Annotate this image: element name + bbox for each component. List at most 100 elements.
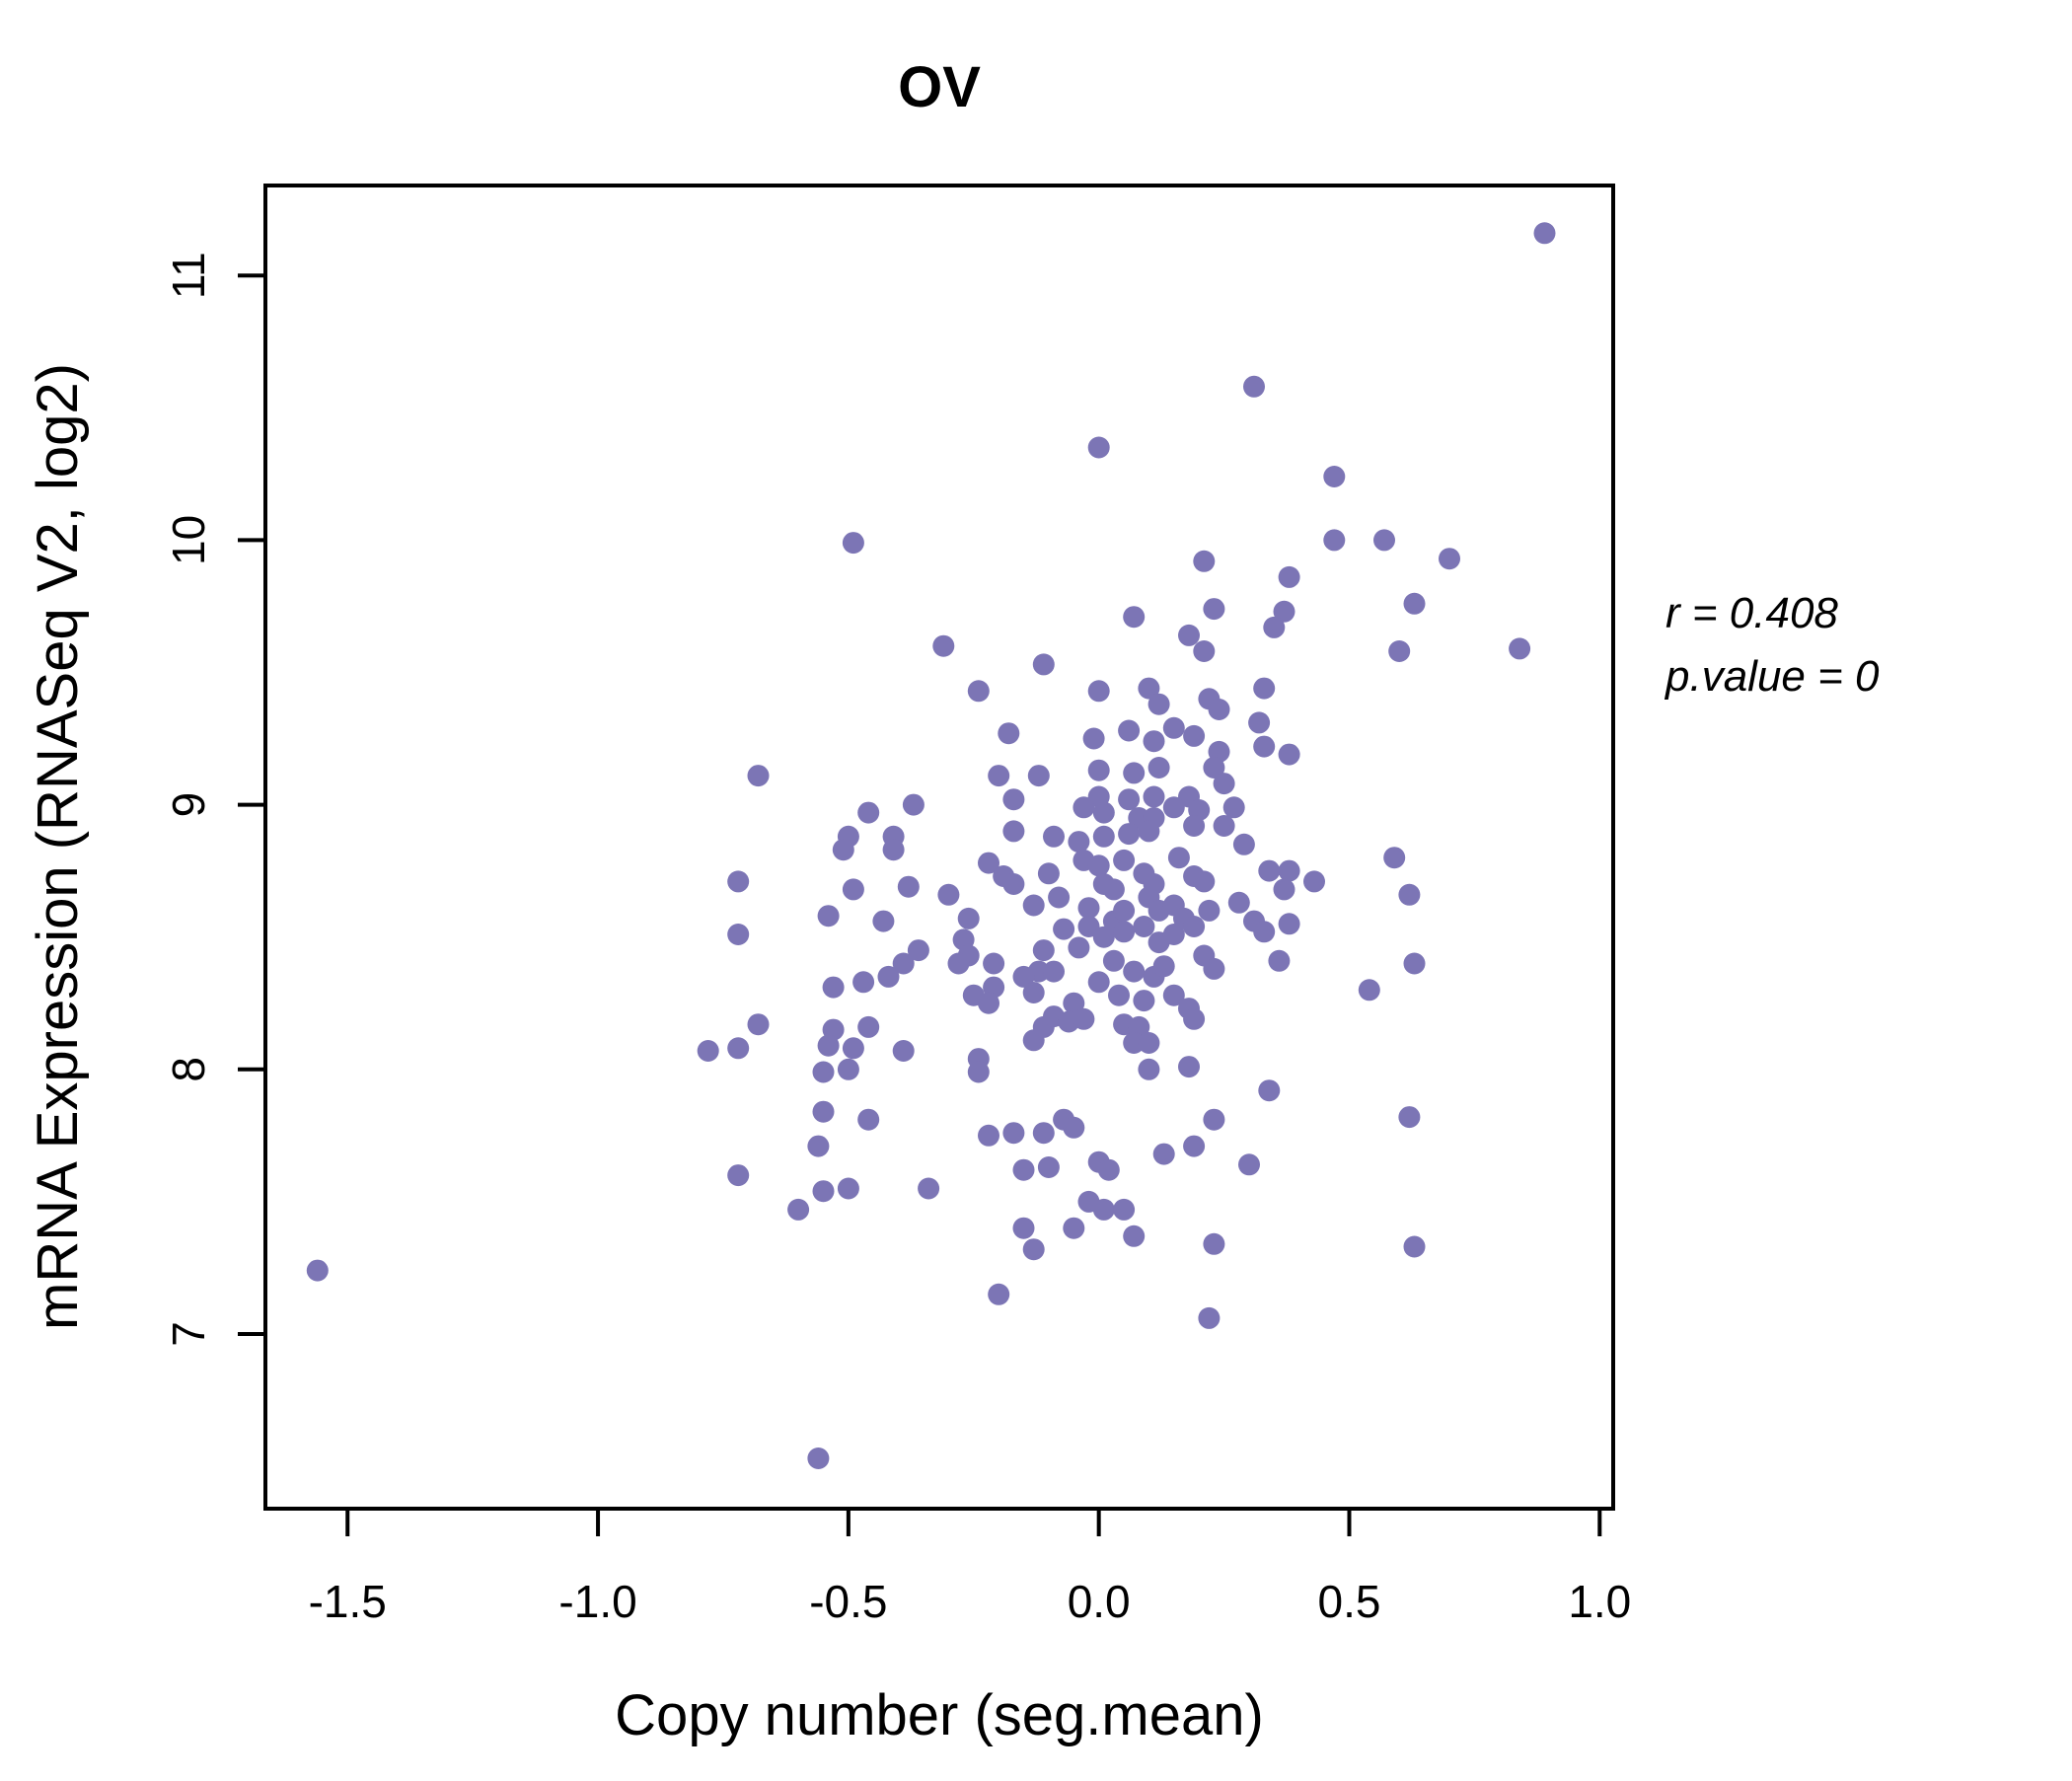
data-point	[1238, 1153, 1260, 1176]
data-point	[902, 793, 925, 816]
data-point	[1253, 921, 1276, 943]
data-point	[1398, 883, 1421, 906]
data-point	[1203, 757, 1225, 779]
data-point	[1162, 924, 1185, 945]
data-point	[1403, 952, 1426, 975]
data-point	[1113, 1198, 1136, 1221]
data-point	[872, 910, 895, 932]
data-point	[1002, 820, 1025, 843]
data-point	[1022, 1238, 1045, 1261]
data-point	[1113, 849, 1136, 871]
data-point	[1053, 918, 1075, 940]
data-point	[1248, 711, 1271, 734]
data-point	[1398, 1106, 1421, 1129]
data-point	[306, 1259, 329, 1282]
data-point	[852, 971, 875, 994]
data-point	[1138, 677, 1160, 700]
data-point	[1388, 640, 1411, 662]
data-point	[1092, 801, 1115, 824]
data-point	[812, 1180, 835, 1203]
data-point	[1183, 1135, 1206, 1157]
data-point	[1273, 878, 1295, 901]
data-point	[1012, 1158, 1035, 1181]
data-point	[1123, 606, 1146, 629]
data-point	[1133, 916, 1155, 937]
data-point	[842, 878, 864, 901]
data-point	[978, 992, 999, 1014]
data-point	[727, 924, 750, 945]
data-point	[1087, 971, 1110, 994]
data-point	[1193, 870, 1216, 893]
data-point	[832, 839, 854, 861]
data-point	[1087, 680, 1110, 703]
data-point	[978, 852, 999, 874]
data-point	[1268, 949, 1291, 972]
x-tick-label: -1.5	[309, 1576, 387, 1627]
data-point	[697, 1040, 719, 1062]
data-point	[1147, 757, 1170, 779]
data-point	[1227, 891, 1250, 914]
data-point	[1167, 847, 1190, 869]
data-point	[1123, 762, 1146, 784]
data-point	[1323, 529, 1346, 552]
data-point	[1118, 788, 1141, 811]
data-point	[1162, 716, 1185, 739]
data-point	[1253, 735, 1276, 758]
data-point	[1253, 677, 1276, 700]
data-point	[988, 765, 1010, 787]
data-point	[1048, 886, 1071, 909]
data-point	[1138, 820, 1160, 843]
data-point	[747, 765, 770, 787]
data-point	[1358, 979, 1380, 1002]
data-point	[1183, 724, 1206, 747]
data-point	[1022, 1029, 1045, 1052]
data-point	[1043, 825, 1065, 848]
data-point	[882, 839, 905, 861]
data-point	[1063, 992, 1085, 1014]
data-point	[1178, 624, 1200, 646]
data-point	[1123, 960, 1146, 983]
x-axis-label: Copy number (seg.mean)	[615, 1683, 1264, 1747]
data-point	[1183, 815, 1206, 837]
y-tick-label: 11	[163, 252, 214, 299]
data-point	[822, 976, 845, 999]
data-point	[1032, 1122, 1055, 1145]
data-point	[817, 1034, 840, 1057]
data-point	[1143, 730, 1165, 753]
data-point	[1082, 727, 1105, 750]
data-point	[1273, 600, 1295, 623]
data-point	[1263, 616, 1286, 638]
data-point	[1097, 1158, 1120, 1181]
data-point	[1178, 1056, 1200, 1078]
data-point	[727, 870, 750, 893]
x-tick-label: 0.5	[1318, 1576, 1381, 1627]
data-point	[967, 1061, 990, 1083]
data-point	[727, 1164, 750, 1187]
data-point	[1258, 859, 1281, 882]
data-point	[1152, 955, 1175, 978]
data-point	[937, 883, 960, 906]
annotation-p-value: p.value = 0	[1664, 652, 1880, 701]
data-point	[1073, 1007, 1095, 1030]
data-point	[1383, 847, 1406, 869]
data-point	[1203, 957, 1225, 980]
data-point	[1243, 375, 1265, 398]
data-point	[1063, 1116, 1085, 1139]
data-point	[1073, 796, 1095, 819]
data-point	[1278, 859, 1300, 882]
data-point	[978, 1124, 999, 1147]
data-point	[812, 1061, 835, 1083]
data-point	[1138, 1032, 1160, 1054]
data-point	[1002, 788, 1025, 811]
data-point	[1113, 921, 1136, 943]
data-point	[1022, 894, 1045, 917]
x-tick-label: -0.5	[809, 1576, 887, 1627]
data-point	[967, 680, 990, 703]
data-point	[1138, 1058, 1160, 1080]
x-tick-label: 1.0	[1568, 1576, 1631, 1627]
data-point	[1087, 759, 1110, 781]
data-point	[1203, 1232, 1225, 1255]
data-point	[1063, 1217, 1085, 1239]
